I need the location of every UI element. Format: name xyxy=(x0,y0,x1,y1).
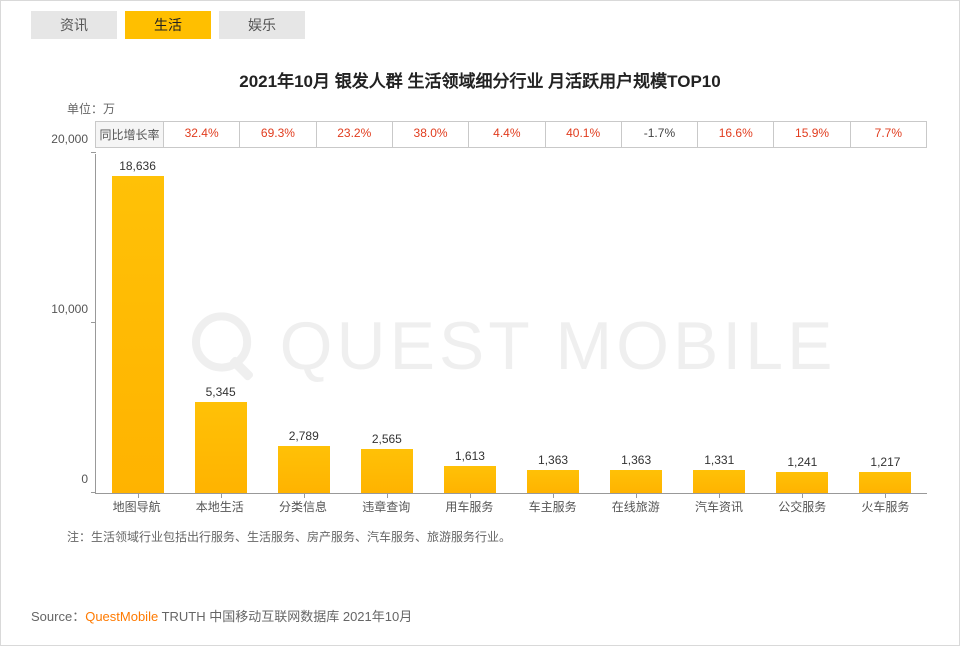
growth-cell-5: 40.1% xyxy=(546,122,622,148)
ytick-mark xyxy=(91,492,96,493)
bar-cell-0: 18,636 xyxy=(96,154,179,493)
bar-cell-5: 1,363 xyxy=(511,154,594,493)
bar-value-label: 1,363 xyxy=(621,453,651,467)
bar-cell-6: 1,363 xyxy=(595,154,678,493)
ytick-label: 10,000 xyxy=(38,302,88,316)
bars-container: 18,636 5,345 2,789 2,565 1,613 1,363 1,363 1,33… xyxy=(96,154,927,493)
bar-cell-2: 2,789 xyxy=(262,154,345,493)
growth-cell-6: -1.7% xyxy=(622,122,698,148)
ytick-label: 20,000 xyxy=(38,132,88,146)
ytick-mark xyxy=(91,152,96,153)
ytick-label: 0 xyxy=(38,472,88,486)
ytick-mark xyxy=(91,322,96,323)
growth-cell-1: 69.3% xyxy=(240,122,316,148)
x-label-9: 火车服务 xyxy=(844,498,927,515)
chart-title: 2021年10月 银发人群 生活领域细分行业 月活跃用户规模TOP10 xyxy=(31,67,929,92)
bar xyxy=(278,446,330,493)
x-label-3: 违章查询 xyxy=(345,498,428,515)
x-label-0: 地图导航 xyxy=(95,498,178,515)
bar-cell-3: 2,565 xyxy=(345,154,428,493)
bar-value-label: 5,345 xyxy=(206,385,236,399)
bar-value-label: 2,789 xyxy=(289,429,319,443)
bar-value-label: 1,217 xyxy=(870,455,900,469)
chart-footnote: 注：生活领域行业包括出行服务、生活服务、房产服务、汽车服务、旅游服务行业。 xyxy=(67,528,929,545)
unit-label: 单位：万 xyxy=(67,100,929,117)
bar-cell-8: 1,241 xyxy=(761,154,844,493)
source-brand: QuestMobile xyxy=(85,609,158,624)
x-label-7: 汽车资讯 xyxy=(677,498,760,515)
tab-0[interactable]: 资讯 xyxy=(31,11,117,39)
source-prefix: Source： xyxy=(31,609,85,624)
bar xyxy=(527,470,579,493)
bar-chart: QUEST MOBILE 18,6365,3452,7892,5651,6131… xyxy=(95,154,927,524)
bar xyxy=(112,176,164,493)
bar-value-label: 1,241 xyxy=(787,455,817,469)
bar xyxy=(195,402,247,493)
bar xyxy=(361,449,413,493)
report-frame: 资讯生活娱乐 2021年10月 银发人群 生活领域细分行业 月活跃用户规模TOP… xyxy=(0,0,960,646)
growth-header: 同比增长率 xyxy=(96,122,164,148)
tab-2[interactable]: 娱乐 xyxy=(219,11,305,39)
growth-cell-2: 23.2% xyxy=(317,122,393,148)
growth-cell-8: 15.9% xyxy=(774,122,850,148)
growth-cell-7: 16.6% xyxy=(698,122,774,148)
growth-cell-0: 32.4% xyxy=(164,122,240,148)
x-label-5: 车主服务 xyxy=(511,498,594,515)
x-axis-labels: 地图导航本地生活分类信息违章查询用车服务车主服务在线旅游汽车资讯公交服务火车服务 xyxy=(95,498,927,515)
growth-cell-4: 4.4% xyxy=(469,122,545,148)
bar-cell-1: 5,345 xyxy=(179,154,262,493)
bar-cell-9: 1,217 xyxy=(844,154,927,493)
growth-rate-row: 同比增长率32.4%69.3%23.2%38.0%4.4%40.1%-1.7%1… xyxy=(95,121,927,148)
bar xyxy=(776,472,828,493)
bar xyxy=(444,466,496,493)
x-label-2: 分类信息 xyxy=(261,498,344,515)
x-label-8: 公交服务 xyxy=(761,498,844,515)
growth-cell-9: 7.7% xyxy=(851,122,927,148)
bar-cell-4: 1,613 xyxy=(428,154,511,493)
growth-cell-3: 38.0% xyxy=(393,122,469,148)
source-suffix: TRUTH 中国移动互联网数据库 2021年10月 xyxy=(158,609,412,624)
source-line: Source：QuestMobile TRUTH 中国移动互联网数据库 2021… xyxy=(31,606,412,625)
x-label-1: 本地生活 xyxy=(178,498,261,515)
x-label-6: 在线旅游 xyxy=(594,498,677,515)
bar-value-label: 1,613 xyxy=(455,449,485,463)
bar xyxy=(693,470,745,493)
category-tabs: 资讯生活娱乐 xyxy=(31,11,929,39)
bar-value-label: 18,636 xyxy=(119,159,156,173)
bar xyxy=(610,470,662,493)
bar xyxy=(859,472,911,493)
x-label-4: 用车服务 xyxy=(428,498,511,515)
bar-value-label: 1,331 xyxy=(704,453,734,467)
tab-1[interactable]: 生活 xyxy=(125,11,211,39)
bar-cell-7: 1,331 xyxy=(678,154,761,493)
bar-value-label: 1,363 xyxy=(538,453,568,467)
plot-area: 18,636 5,345 2,789 2,565 1,613 1,363 1,363 1,33… xyxy=(95,154,927,494)
bar-value-label: 2,565 xyxy=(372,432,402,446)
